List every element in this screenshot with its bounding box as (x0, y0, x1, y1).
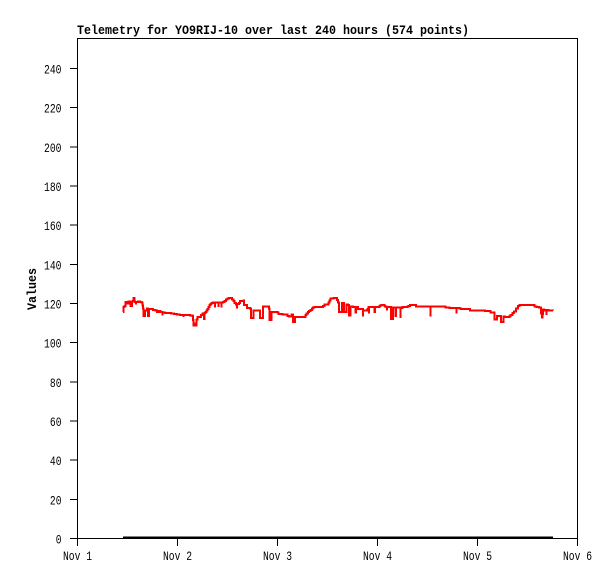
svg-text:60: 60 (50, 416, 62, 430)
svg-text:Nov 4: Nov 4 (363, 550, 392, 564)
svg-text:240: 240 (44, 64, 62, 78)
svg-text:Nov 6: Nov 6 (563, 550, 592, 564)
svg-text:160: 160 (44, 220, 62, 234)
svg-text:Nov 1: Nov 1 (63, 550, 92, 564)
svg-text:140: 140 (44, 259, 62, 273)
svg-text:220: 220 (44, 103, 62, 117)
svg-text:Telemetry for YO9RIJ-10 over l: Telemetry for YO9RIJ-10 over last 240 ho… (77, 23, 469, 38)
svg-text:40: 40 (50, 455, 62, 469)
svg-text:80: 80 (50, 377, 62, 391)
svg-text:0: 0 (56, 534, 62, 548)
svg-text:20: 20 (50, 494, 62, 508)
svg-text:Values: Values (25, 268, 40, 310)
svg-text:Nov 5: Nov 5 (463, 550, 492, 564)
svg-text:120: 120 (44, 299, 62, 313)
svg-text:100: 100 (44, 338, 62, 352)
svg-text:200: 200 (44, 142, 62, 156)
svg-text:Nov 3: Nov 3 (263, 550, 292, 564)
svg-text:180: 180 (44, 181, 62, 195)
svg-text:Nov 2: Nov 2 (163, 550, 192, 564)
